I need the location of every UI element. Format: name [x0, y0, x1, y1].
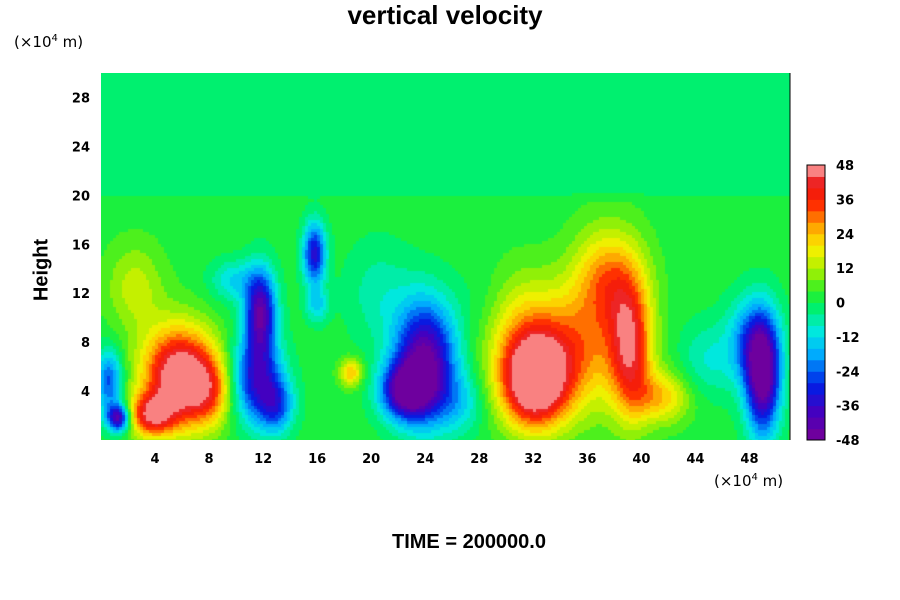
- colorbar-tick-label: 0: [836, 297, 845, 312]
- plot-area: [101, 73, 791, 440]
- colorbar-tick-label: -48: [836, 434, 860, 449]
- colorbar-swatch: [807, 291, 825, 303]
- y-tick-label: 4: [81, 385, 90, 400]
- colorbar-tick-label: -24: [836, 365, 860, 380]
- y-tick-label: 8: [81, 336, 90, 351]
- colorbar-swatch: [807, 268, 825, 281]
- x-tick-label: 44: [686, 452, 704, 467]
- y-tick-label: 28: [72, 91, 90, 106]
- colorbar-swatch: [807, 165, 825, 177]
- colorbar-tick-label: 12: [836, 262, 854, 277]
- colorbar: 48 36 24 12 0 -12 -24 -36 -48: [806, 159, 860, 449]
- colorbar-swatch: [807, 222, 825, 235]
- colorbar-tick-label: 24: [836, 228, 854, 243]
- colorbar-swatch: [807, 417, 825, 430]
- x-tick-label: 32: [524, 452, 542, 467]
- colorbar-swatch: [807, 428, 825, 441]
- colorbar-swatch: [807, 210, 825, 223]
- colorbar-frame: [806, 164, 826, 441]
- colorbar-swatch: [807, 359, 825, 372]
- x-axis-unit-label: (×104 m): [714, 472, 784, 490]
- x-tick-label: 20: [362, 452, 380, 467]
- x-tick-label: 12: [254, 452, 272, 467]
- x-tick-label: 48: [740, 452, 758, 467]
- y-tick-label: 16: [72, 238, 90, 253]
- x-tick-label: 28: [470, 452, 488, 467]
- colorbar-tick-label: -12: [836, 331, 860, 346]
- colorbar-swatch: [807, 199, 825, 212]
- colorbar-swatch: [807, 256, 825, 269]
- chart-title: vertical velocity: [347, 0, 543, 30]
- y-tick-label: 24: [72, 140, 90, 155]
- colorbar-swatch: [807, 382, 825, 395]
- x-tick-label: 36: [578, 452, 596, 467]
- colorbar-swatch: [807, 176, 825, 189]
- colorbar-swatch: [807, 371, 825, 384]
- colorbar-swatch: [807, 245, 825, 258]
- colorbar-tick-label: 36: [836, 193, 854, 208]
- colorbar-swatch: [807, 187, 825, 200]
- x-tick-label: 40: [632, 452, 650, 467]
- y-tick-label: 12: [72, 287, 90, 302]
- colorbar-tick-label: -36: [836, 400, 860, 415]
- colorbar-swatch: [807, 313, 825, 326]
- x-tick-label: 4: [151, 452, 160, 467]
- colorbar-swatch: [807, 348, 825, 361]
- colorbar-swatch: [807, 394, 825, 407]
- time-label: TIME = 200000.0: [392, 531, 546, 553]
- colorbar-tick-label: 48: [836, 159, 854, 174]
- x-tick-label: 8: [205, 452, 214, 467]
- y-axis-unit-label: (×104 m): [14, 33, 84, 51]
- x-tick-label: 24: [416, 452, 434, 467]
- colorbar-swatch: [807, 336, 825, 349]
- colorbar-swatch: [807, 405, 825, 418]
- colorbar-swatch: [807, 279, 825, 292]
- x-tick-label: 16: [308, 452, 326, 467]
- colorbar-swatch: [807, 233, 825, 246]
- colorbar-swatch: [807, 302, 825, 315]
- y-tick-label: 20: [72, 189, 90, 204]
- colorbar-swatch: [807, 325, 825, 338]
- heatmap-field: [101, 73, 790, 440]
